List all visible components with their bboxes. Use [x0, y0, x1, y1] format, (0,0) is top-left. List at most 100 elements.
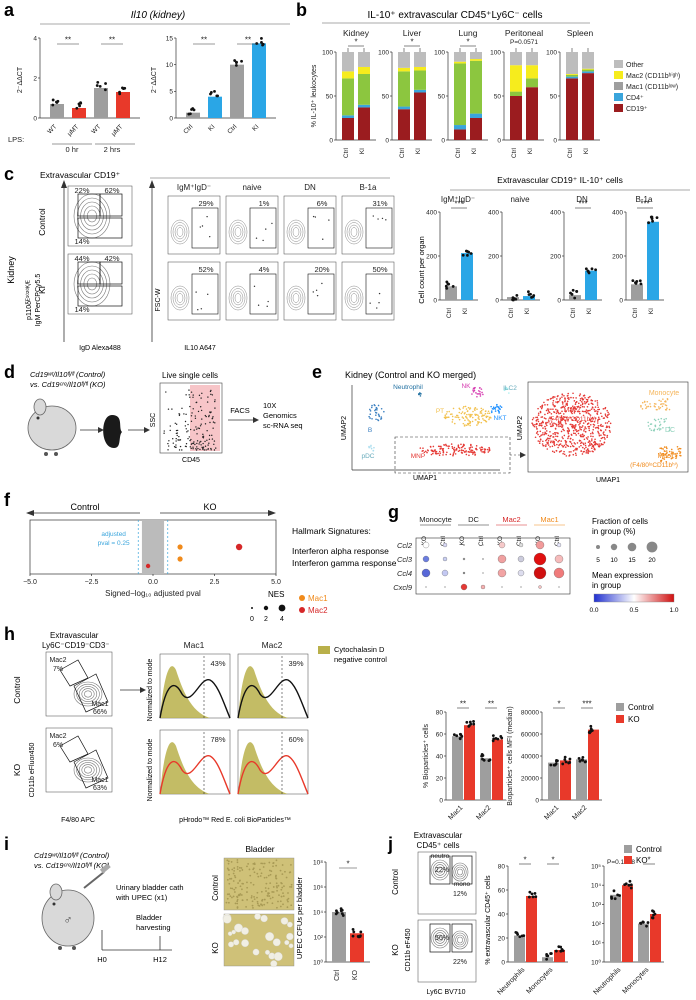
e-umap-dot	[451, 445, 454, 448]
c-flow-dot	[200, 308, 203, 310]
c-flow-dot	[378, 292, 381, 295]
panel-j: j Extravascular CD45⁺ cells Control KO C…	[387, 831, 664, 996]
a-right-point	[215, 94, 219, 98]
j-count-bar	[622, 885, 633, 962]
d-facs-dot	[201, 418, 203, 420]
e-umap-dot	[419, 395, 422, 397]
e-umap-dot	[423, 451, 426, 454]
a-left-point	[78, 104, 82, 108]
i-colony	[252, 883, 255, 886]
e-zoom-dot	[660, 447, 663, 449]
i-sig-label: *	[346, 860, 349, 869]
e-zoom-dot	[574, 432, 576, 435]
e-umap-dot	[433, 449, 436, 452]
c-flow-pct: 6%	[317, 199, 328, 208]
i-colony	[266, 894, 269, 897]
e-zoom-dot	[649, 427, 651, 430]
e-umap-dot	[466, 410, 469, 413]
e-zoom-dot	[581, 398, 584, 401]
h-gate-label: 66%	[93, 709, 107, 716]
panel-j-row-control: Control	[391, 869, 400, 895]
b-bar-segment	[342, 78, 354, 116]
e-zoom-dot	[531, 418, 534, 421]
j-count-point	[627, 883, 631, 887]
a-right-point	[261, 42, 265, 46]
c-bar-cat: Ctrl	[570, 307, 577, 318]
h-mfi-point	[589, 724, 593, 728]
e-umap-dot	[478, 418, 480, 420]
i-colony	[229, 895, 232, 898]
e-zoom-dot	[550, 434, 552, 437]
e-zoom-dot	[590, 439, 593, 442]
panel-f-legend-mac2: Mac2	[308, 606, 328, 615]
e-zoom-dot	[557, 446, 559, 449]
j-count-point	[639, 922, 643, 925]
e-umap-dot	[493, 407, 496, 410]
e-umap-dot	[482, 418, 484, 420]
h-percent-point	[482, 758, 486, 762]
c-bar-y-3-tick-label: 400	[612, 209, 623, 216]
b-legend-swatch	[614, 71, 623, 79]
b-y-4-tick-label: 0	[553, 137, 557, 144]
i-colony	[239, 885, 242, 888]
c-gate-pct: 42%	[104, 254, 119, 263]
e-zoom-dot	[537, 414, 540, 416]
i-bar-point	[351, 934, 355, 938]
e-zoom-dot	[552, 433, 554, 435]
e-umap-dot	[482, 408, 484, 411]
d-facs-dot	[213, 440, 216, 442]
c-flow-dot	[315, 289, 318, 291]
d-facs-dot	[188, 436, 191, 438]
panel-f-hallmark: Hallmark Signatures:	[292, 526, 371, 536]
i-colony	[272, 891, 275, 893]
e-umap-dot	[377, 404, 380, 407]
panel-g-fraction-title1: Fraction of cells	[592, 517, 648, 526]
c-bar-cat: Ctrl	[446, 307, 453, 318]
e-zoom-dot	[559, 397, 562, 400]
j-percent-bar	[554, 950, 565, 962]
e-umap-dot	[479, 390, 481, 393]
e-zoom-dot	[587, 451, 590, 453]
c-flow-dot	[206, 215, 208, 218]
e-umap-dot	[434, 450, 436, 453]
e-zoom-dot	[590, 447, 593, 450]
i-y-tick-label: 10²	[314, 934, 324, 941]
j-count-point	[646, 921, 650, 924]
panel-c-flow-y: FSC-W	[155, 288, 162, 311]
e-umap-dot	[451, 415, 454, 418]
e-zoom-dot	[556, 435, 559, 438]
d-facs-dot	[205, 415, 207, 418]
h-percent-point	[491, 734, 495, 738]
e-zoom-dot	[541, 421, 543, 424]
e-zoom-label: DC	[665, 427, 675, 434]
g-dot	[421, 568, 431, 578]
c-bar-point	[445, 286, 449, 290]
e-umap-dot	[480, 449, 482, 452]
i-colony	[286, 899, 289, 901]
e-zoom-dot	[546, 437, 549, 439]
e-umap-dot	[461, 445, 464, 448]
i-colony	[282, 903, 284, 906]
e-zoom-dot	[581, 405, 584, 408]
e-umap-dot	[478, 415, 480, 418]
e-zoom-dot	[665, 456, 668, 459]
a-right-cat: Ctrl	[226, 123, 238, 135]
c-flow-frame	[167, 261, 221, 321]
c-bar-point	[512, 297, 516, 301]
b-bar-segment	[398, 106, 410, 110]
e-zoom-dot	[581, 426, 583, 429]
e-umap-dot	[440, 447, 442, 449]
panel-c-y-axis: IgM PerCPCy5.5	[35, 274, 42, 327]
panel-g-frac-tick3: 20	[648, 557, 656, 564]
g-dot	[533, 566, 547, 580]
c-bar	[523, 296, 535, 300]
j-gate-pct: 22%	[435, 867, 449, 874]
i-colony	[258, 905, 261, 907]
panel-h-row-control: Control	[12, 676, 22, 704]
i-colony	[232, 880, 235, 882]
i-colony	[246, 886, 249, 889]
c-flow-contour	[292, 293, 300, 303]
b-bar-segment	[414, 89, 426, 93]
i-colony	[276, 889, 278, 892]
